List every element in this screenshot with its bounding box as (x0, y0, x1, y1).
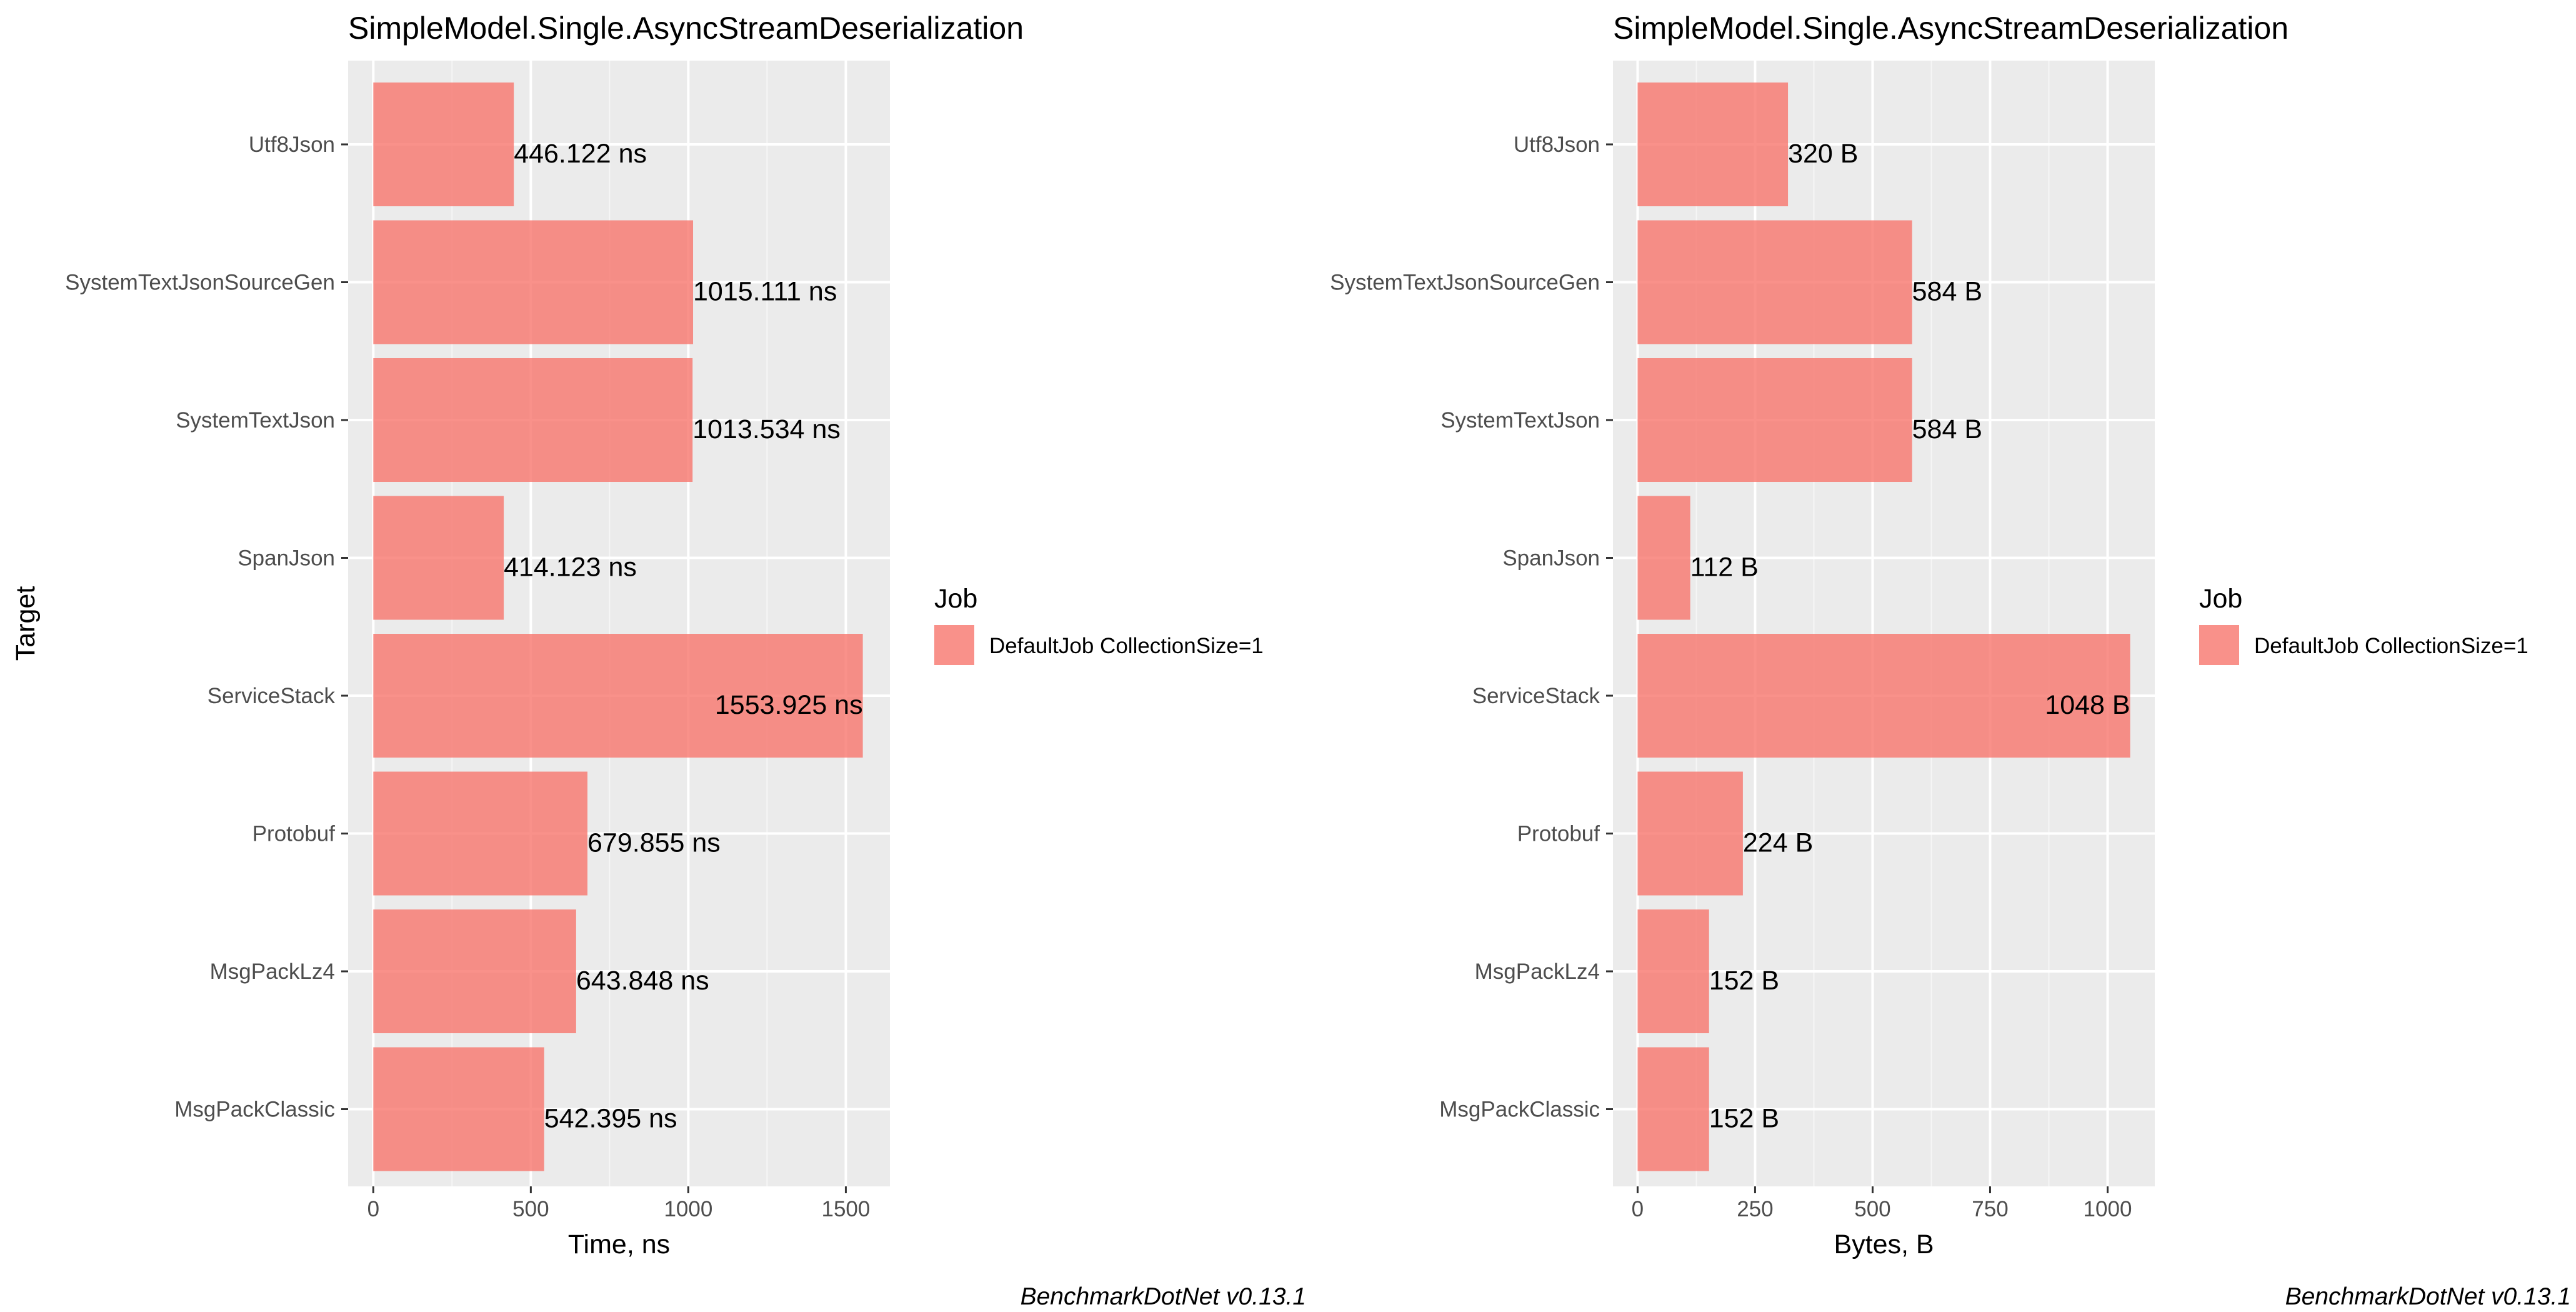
chart-title: SimpleModel.Single.AsyncStreamDeserializ… (1613, 11, 2289, 46)
x-tick-label: 1500 (821, 1197, 870, 1221)
bar-label-systemtextjson: 1013.534 ns (692, 414, 841, 444)
caption: BenchmarkDotNet v0.13.1 (2285, 1283, 2571, 1310)
bar-label-protobuf: 224 B (1743, 828, 1813, 858)
bar-spanjson (373, 496, 504, 620)
legend-key (2199, 625, 2239, 665)
bar-msgpackclassic (1637, 1047, 1709, 1171)
y-tick-label: MsgPackLz4 (210, 959, 335, 984)
x-axis-title: Bytes, B (1834, 1229, 1934, 1259)
x-tick-label: 500 (512, 1197, 549, 1221)
y-tick-label: SystemTextJsonSourceGen (1330, 271, 1600, 295)
bar-label-utf8json: 446.122 ns (514, 139, 647, 169)
chart-panel-2: SimpleModel.Single.AsyncStreamDeserializ… (1330, 11, 2571, 1310)
bar-label-msgpackclassic: 152 B (1709, 1104, 1779, 1134)
bar-label-servicestack: 1048 B (2045, 690, 2130, 720)
bar-label-msgpacklz4: 152 B (1709, 966, 1779, 996)
y-tick-label: SpanJson (1502, 546, 1600, 571)
bar-protobuf (1637, 771, 1743, 896)
y-tick-label: MsgPackLz4 (1475, 959, 1600, 984)
legend-title: Job (2199, 584, 2242, 614)
x-tick-label: 0 (1632, 1197, 1644, 1221)
bar-msgpacklz4 (373, 909, 576, 1033)
bar-utf8json (1637, 83, 1789, 206)
bar-systemtextjsonsourcegen (373, 220, 694, 344)
y-tick-label: Utf8Json (1514, 133, 1600, 157)
bar-msgpacklz4 (1637, 909, 1709, 1033)
bar-spanjson (1637, 496, 1690, 620)
bar-utf8json (373, 83, 514, 206)
x-axis-title: Time, ns (568, 1229, 670, 1259)
chart-title: SimpleModel.Single.AsyncStreamDeserializ… (348, 11, 1024, 46)
bar-servicestack (373, 634, 863, 758)
bar-label-systemtextjsonsourcegen: 584 B (1912, 277, 1982, 307)
bar-label-spanjson: 112 B (1690, 553, 1759, 583)
bar-label-protobuf: 679.855 ns (587, 828, 721, 858)
y-tick-label: Utf8Json (249, 133, 335, 157)
y-tick-label: SystemTextJson (176, 408, 335, 433)
legend-label: DefaultJob CollectionSize=1 (989, 634, 1264, 658)
x-tick-label: 1000 (664, 1197, 712, 1221)
y-tick-label: SystemTextJsonSourceGen (65, 271, 335, 295)
bar-systemtextjsonsourcegen (1637, 220, 1912, 344)
x-tick-label: 750 (1972, 1197, 2008, 1221)
bar-label-msgpacklz4: 643.848 ns (576, 966, 709, 996)
chart-panel-1: SimpleModel.Single.AsyncStreamDeserializ… (11, 11, 1306, 1310)
bar-protobuf (373, 771, 588, 896)
y-axis-title: Target (11, 586, 41, 661)
x-tick-label: 1000 (2084, 1197, 2132, 1221)
y-tick-label: Protobuf (1517, 822, 1600, 846)
bar-systemtextjson (373, 358, 693, 482)
bar-label-msgpackclassic: 542.395 ns (544, 1104, 677, 1134)
x-tick-label: 250 (1737, 1197, 1773, 1221)
bar-systemtextjson (1637, 358, 1912, 482)
legend-title: Job (934, 584, 977, 614)
bar-label-spanjson: 414.123 ns (504, 553, 637, 583)
bar-label-utf8json: 320 B (1788, 139, 1858, 169)
bar-label-systemtextjsonsourcegen: 1015.111 ns (693, 277, 837, 307)
bar-msgpackclassic (373, 1047, 544, 1171)
legend-key (934, 625, 974, 665)
bar-label-servicestack: 1553.925 ns (715, 690, 863, 720)
y-tick-label: ServiceStack (207, 684, 336, 708)
bar-servicestack (1637, 634, 2130, 758)
y-tick-label: MsgPackClassic (174, 1098, 335, 1122)
legend-label: DefaultJob CollectionSize=1 (2254, 634, 2529, 658)
x-tick-label: 500 (1854, 1197, 1890, 1221)
y-tick-label: SpanJson (237, 546, 335, 571)
y-tick-label: ServiceStack (1472, 684, 1600, 708)
y-tick-label: Protobuf (252, 822, 336, 846)
caption: BenchmarkDotNet v0.13.1 (1021, 1283, 1306, 1310)
x-tick-label: 0 (367, 1197, 379, 1221)
bar-label-systemtextjson: 584 B (1912, 414, 1982, 444)
y-tick-label: MsgPackClassic (1439, 1098, 1600, 1122)
y-tick-label: SystemTextJson (1440, 408, 1600, 433)
